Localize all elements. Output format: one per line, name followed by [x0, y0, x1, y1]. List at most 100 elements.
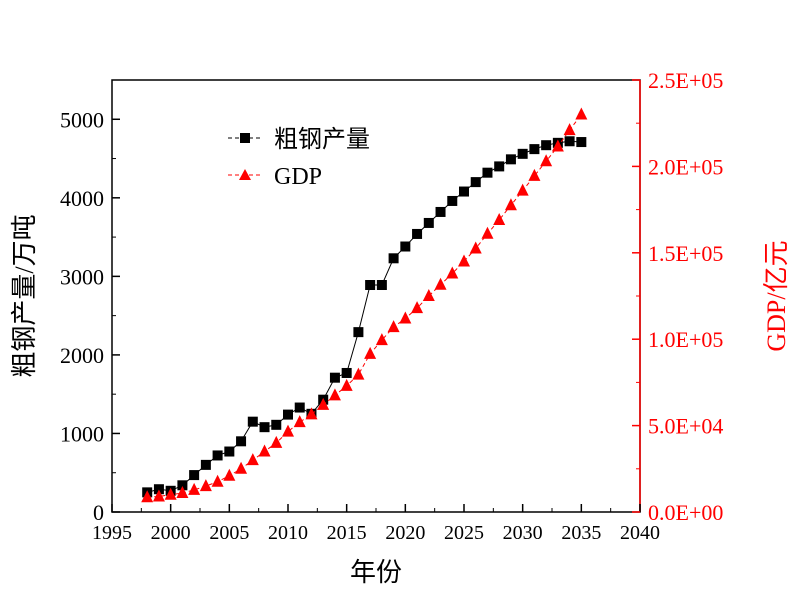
- gdp-point: [493, 212, 506, 225]
- gdp-point: [528, 168, 541, 181]
- gdp-point: [551, 139, 564, 152]
- steel-point: [470, 177, 481, 188]
- steel-point: [494, 161, 505, 172]
- steel-point: [517, 148, 528, 159]
- steel-point: [236, 436, 247, 447]
- gdp-point: [293, 415, 306, 428]
- x-tick-label: 2000: [151, 522, 191, 544]
- gdp-point: [575, 107, 588, 120]
- y-left-axis-label: 粗钢产量/万吨: [10, 214, 39, 377]
- x-tick-label: 2010: [268, 522, 308, 544]
- y-right-tick-label: 1.0E+05: [648, 327, 723, 352]
- steel-point: [459, 186, 469, 197]
- x-axis-label: 年份: [350, 558, 402, 587]
- y-right-tick-label: 2.0E+05: [648, 154, 723, 179]
- steel-point: [447, 195, 458, 206]
- gdp-point: [458, 254, 470, 267]
- steel-point: [482, 167, 493, 178]
- gdp-series-line: [147, 114, 582, 498]
- steel-point: [541, 140, 552, 151]
- gdp-point: [340, 378, 353, 391]
- gdp-point: [223, 468, 236, 481]
- steel-point: [341, 367, 352, 378]
- steel-point: [271, 419, 282, 430]
- gdp-point: [328, 388, 341, 401]
- gdp-point: [282, 424, 294, 437]
- gdp-point: [270, 435, 283, 448]
- steel-point: [388, 253, 399, 264]
- steel-point: [189, 470, 200, 481]
- gdp-point: [211, 474, 224, 487]
- y-left-axis-ticks: 0 1000 2000 3000 4000 5000: [60, 107, 120, 525]
- x-axis-ticks: 1995 2000 2005 2010 2015 2020 2025 2030 2035 2040: [92, 504, 660, 544]
- gdp-point: [469, 241, 482, 254]
- gdp-point: [199, 479, 212, 492]
- y-left-tick-label: 4000: [60, 186, 104, 211]
- plot-area: [111, 79, 641, 513]
- gdp-point: [375, 333, 388, 346]
- steel-point: [259, 422, 270, 433]
- steel-point: [353, 327, 364, 338]
- steel-point: [412, 228, 423, 239]
- steel-point: [212, 450, 223, 461]
- y-right-tick-label: 2.5E+05: [648, 68, 723, 93]
- gdp-point: [305, 407, 318, 420]
- gdp-point: [387, 320, 400, 333]
- y-right-tick-label: 0.0E+00: [648, 500, 723, 525]
- steel-point: [365, 280, 376, 291]
- steel-point: [247, 416, 258, 427]
- gdp-point: [399, 311, 412, 324]
- gdp-point: [446, 266, 459, 279]
- gdp-point: [504, 198, 517, 211]
- gdp-point: [352, 367, 365, 380]
- steel-point: [435, 206, 446, 217]
- gdp-point: [188, 482, 201, 495]
- gdp-point: [563, 123, 576, 136]
- steel-point: [564, 136, 575, 147]
- gdp-point: [246, 453, 259, 466]
- steel-point: [283, 409, 293, 420]
- gdp-point: [141, 490, 154, 503]
- legend-steel-label: 粗钢产量: [274, 126, 370, 153]
- y-right-axis-label: GDP/亿元: [762, 240, 791, 351]
- y-left-tick-label: 1000: [60, 421, 104, 446]
- gdp-point: [434, 277, 447, 290]
- gdp-point: [152, 489, 165, 502]
- legend: 粗钢产量 GDP: [228, 126, 370, 190]
- steel-point: [177, 480, 188, 491]
- x-tick-label: 2040: [620, 522, 660, 544]
- x-tick-label: 2025: [444, 522, 484, 544]
- x-tick-label: 2005: [209, 522, 249, 544]
- steel-point: [376, 280, 387, 291]
- steel-point: [400, 241, 411, 252]
- y-right-tick-label: 1.5E+05: [648, 241, 723, 266]
- legend-gdp-marker: [239, 169, 251, 180]
- x-tick-label: 2015: [327, 522, 367, 544]
- y-left-tick-label: 3000: [60, 264, 104, 289]
- legend-steel-marker: [240, 133, 250, 143]
- steel-point: [423, 217, 434, 228]
- gdp-point: [235, 461, 248, 474]
- y-right-tick-label: 5.0E+04: [648, 414, 723, 439]
- steel-point: [576, 137, 587, 148]
- x-tick-label: 2035: [561, 522, 601, 544]
- gdp-point: [176, 485, 189, 498]
- y-right-axis-ticks: 0.0E+00 5.0E+04 1.0E+05 1.5E+05 2.0E+05 2.5E+…: [632, 68, 723, 525]
- gdp-point: [540, 154, 553, 167]
- gdp-point: [258, 444, 271, 457]
- steel-point: [329, 372, 340, 383]
- gdp-point: [317, 397, 330, 410]
- x-tick-label: 1995: [92, 522, 132, 544]
- steel-point: [224, 446, 235, 457]
- steel-point: [294, 402, 305, 413]
- gdp-point: [364, 346, 377, 359]
- gdp-point: [481, 226, 494, 239]
- gdp-point: [516, 183, 529, 196]
- y-left-tick-label: 0: [93, 500, 104, 525]
- gdp-point: [422, 289, 435, 301]
- x-tick-label: 2030: [503, 522, 543, 544]
- series-layer: [141, 107, 588, 503]
- y-left-tick-label: 2000: [60, 343, 104, 368]
- steel-point: [153, 484, 164, 495]
- y-left-tick-label: 5000: [60, 107, 104, 132]
